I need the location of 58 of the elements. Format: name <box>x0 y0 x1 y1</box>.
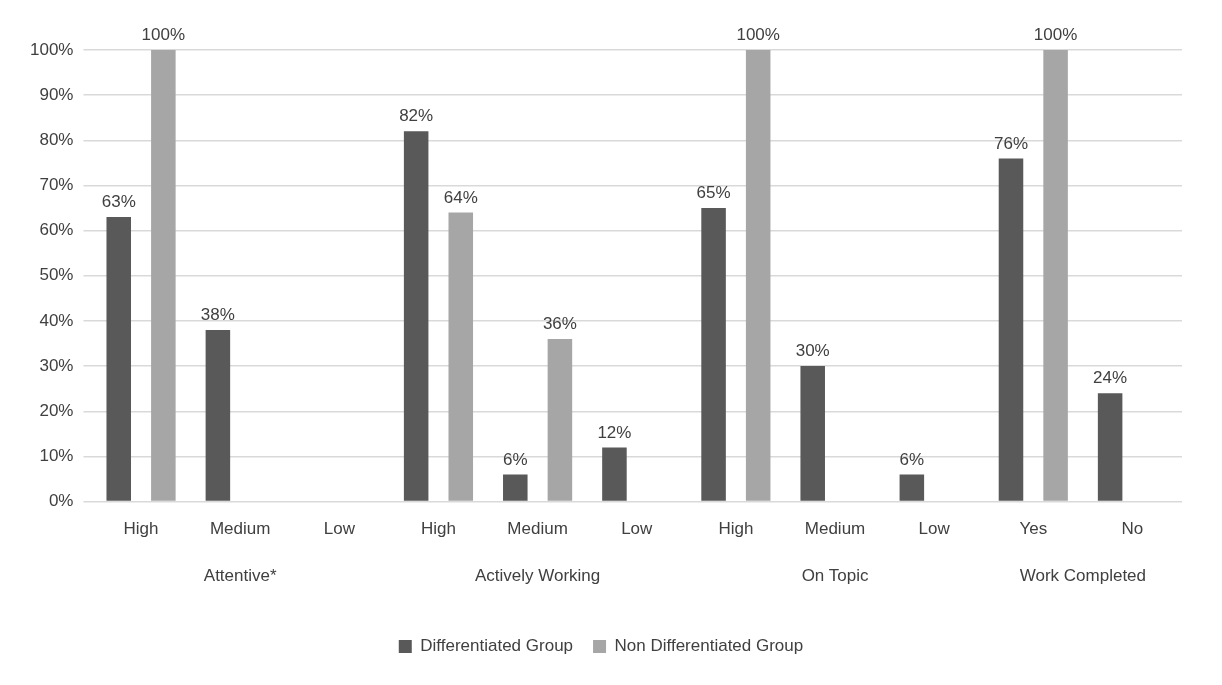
y-tick-label: 40% <box>39 310 74 330</box>
bar <box>205 329 231 501</box>
data-label: 76% <box>993 133 1028 153</box>
data-label: 100% <box>736 25 780 45</box>
bar <box>899 474 925 501</box>
y-tick-label: 80% <box>39 130 74 150</box>
bar <box>701 208 726 501</box>
x-tick-label: Medium <box>507 519 568 539</box>
x-tick-label: Low <box>621 519 654 539</box>
y-tick-label: 100% <box>30 39 74 59</box>
data-label: 100% <box>141 25 186 45</box>
y-tick-label: 70% <box>39 175 74 195</box>
bar <box>800 366 825 501</box>
bar <box>503 474 528 501</box>
legend-label: Differentiated Group <box>420 636 574 656</box>
data-label: 36% <box>542 314 577 334</box>
x-tick-label: Yes <box>1019 519 1048 539</box>
data-label: 38% <box>200 305 235 325</box>
bar <box>1043 50 1068 501</box>
text: Work Completed <box>1019 566 1147 586</box>
bar <box>998 158 1024 501</box>
y-tick-label: 60% <box>39 220 74 240</box>
bar <box>106 217 132 501</box>
data-label: 100% <box>1033 25 1078 45</box>
bar <box>547 339 573 501</box>
y-tick-label: 10% <box>39 446 74 466</box>
text: On Topic <box>801 566 869 586</box>
y-tick-label: 20% <box>39 400 74 420</box>
data-label: 6% <box>503 449 528 469</box>
y-tick-label: 30% <box>39 355 74 375</box>
y-tick-label: 50% <box>39 265 74 285</box>
bar <box>403 131 429 501</box>
bar <box>1097 393 1123 501</box>
data-label: 64% <box>443 187 478 207</box>
x-tick-label: Medium <box>209 519 271 539</box>
x-tick-label: Medium <box>804 519 866 539</box>
data-label: 65% <box>696 183 731 203</box>
bar <box>602 447 627 501</box>
bar <box>745 50 771 501</box>
x-tick-label: High <box>718 519 754 539</box>
data-label: 63% <box>101 192 136 212</box>
y-tick-label: 0% <box>48 491 74 511</box>
data-label: 24% <box>1093 368 1128 388</box>
x-tick-label: Low <box>918 519 951 539</box>
text: Actively Working <box>474 566 601 586</box>
bar <box>448 212 474 501</box>
text: Attentive* <box>203 566 277 586</box>
data-label: 12% <box>597 422 632 442</box>
data-label: 82% <box>399 106 434 126</box>
x-tick-label: High <box>123 519 159 539</box>
data-label: 6% <box>899 449 925 469</box>
y-tick-label: 90% <box>39 84 74 104</box>
bar <box>151 50 176 501</box>
legend-label: Non Differentiated Group <box>614 636 804 656</box>
x-tick-label: Low <box>323 519 356 539</box>
x-tick-label: High <box>420 519 456 539</box>
x-tick-label: No <box>1121 519 1144 539</box>
data-label: 30% <box>795 341 830 361</box>
